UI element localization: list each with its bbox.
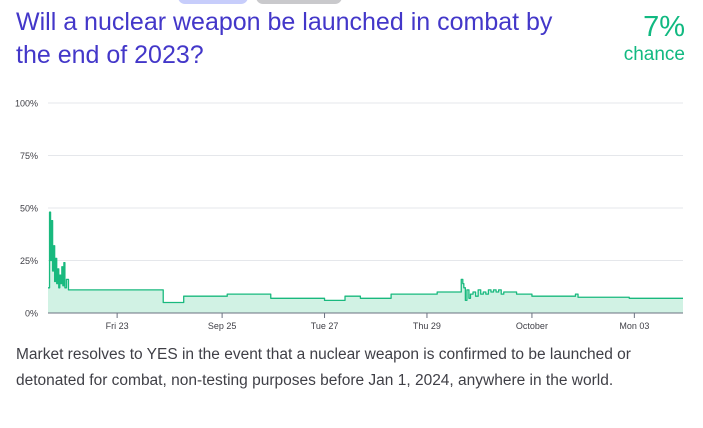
market-title: Will a nuclear weapon be launched in com…: [16, 8, 553, 69]
x-tick-label: Mon 03: [619, 321, 649, 331]
chart-x-axis: [48, 312, 683, 318]
chart-grid: [48, 102, 683, 314]
market-description: Market resolves to YES in the event that…: [16, 346, 631, 389]
x-tick-label: Thu 29: [413, 321, 441, 331]
tab-pill-secondary[interactable]: [256, 0, 342, 4]
probability-chart: 0% 25% 50% 75% 100% Fri 23 Sep 25 Tue 27 Thu 29 O…: [15, 99, 683, 332]
probability-label: chance: [623, 44, 685, 65]
x-tick-label: Fri 23: [106, 321, 129, 331]
series-line: [48, 211, 683, 304]
probability-display: 7% chance: [624, 10, 685, 66]
x-tick-label: Sep 25: [208, 321, 237, 331]
tab-pill-primary[interactable]: [178, 0, 248, 4]
chart-labels: 0% 25% 50% 75% 100% Fri 23 Sep 25 Tue 27 Thu 29 O…: [15, 99, 649, 332]
series-area: [48, 212, 683, 313]
y-tick-label: 100%: [15, 99, 38, 109]
y-tick-label: 50%: [20, 204, 38, 214]
x-tick-label: Tue 27: [311, 321, 339, 331]
chart-area-layer: [48, 211, 683, 313]
probability-value: 7%: [643, 11, 685, 43]
y-tick-label: 75%: [20, 151, 38, 161]
y-tick-label: 0%: [25, 309, 38, 319]
y-tick-label: 25%: [20, 256, 38, 266]
x-tick-label: October: [516, 321, 548, 331]
